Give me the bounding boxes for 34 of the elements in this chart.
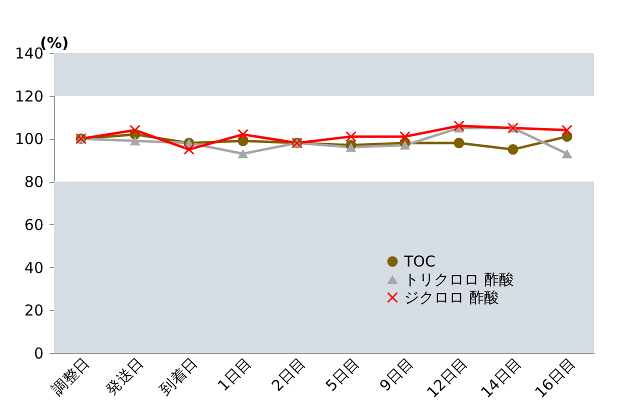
x-tick-label: 到着日 xyxy=(156,354,201,399)
point xyxy=(130,124,140,136)
point xyxy=(454,138,464,148)
x-tick-label: 2日目 xyxy=(268,354,309,395)
legend-label: トリクロロ 酢酸 xyxy=(404,270,514,288)
point xyxy=(454,120,464,132)
point xyxy=(346,131,356,142)
x-tick-label: 14日目 xyxy=(477,354,525,402)
y-tick-label: 120 xyxy=(14,87,44,106)
y-tick-label: 20 xyxy=(24,302,44,320)
y-tick-label: 40 xyxy=(24,258,44,277)
point xyxy=(400,140,410,150)
legend-label: ジクロロ 酢酸 xyxy=(404,288,499,306)
x-tick-label: 調整日 xyxy=(48,354,93,399)
y-tick-label: 80 xyxy=(24,173,44,192)
x-tick-label: 5日目 xyxy=(322,354,363,395)
x-tick-label: 12日目 xyxy=(423,354,471,402)
y-tick-label: 0 xyxy=(34,344,44,362)
point xyxy=(346,142,356,152)
point xyxy=(184,144,194,155)
point xyxy=(562,149,572,158)
point xyxy=(238,129,248,140)
x-tick-label: 発送日 xyxy=(102,354,147,399)
x-tick-label: 1日目 xyxy=(214,354,255,395)
x-tick-label: 16日目 xyxy=(531,354,579,402)
point xyxy=(562,124,572,136)
point xyxy=(130,136,140,146)
x-tick-label: 9日目 xyxy=(376,354,417,395)
point xyxy=(400,131,410,142)
point xyxy=(238,149,248,158)
legend-label: TOC xyxy=(403,252,436,270)
point xyxy=(508,144,518,155)
y-tick-label: 60 xyxy=(24,216,44,234)
y-tick-label: 100 xyxy=(14,130,44,148)
